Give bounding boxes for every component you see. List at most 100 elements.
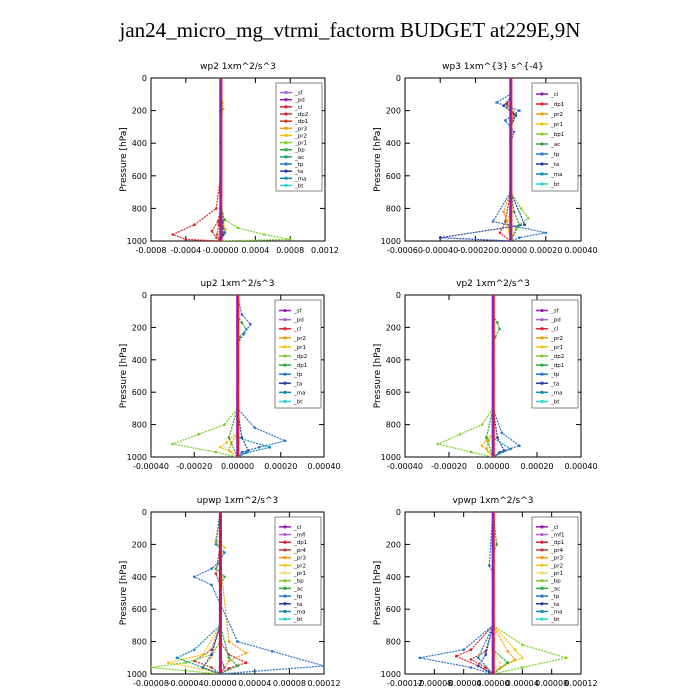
y-tick-label: 400	[132, 356, 147, 365]
legend-entry: _cl	[550, 327, 559, 333]
y-axis-label: Pressure [hPa]	[373, 561, 383, 626]
series-point	[523, 223, 526, 226]
legend-entry: _bp1	[550, 132, 564, 138]
series-point	[469, 666, 473, 669]
series-point	[240, 436, 244, 439]
legend-marker	[284, 155, 288, 159]
series-point	[480, 423, 484, 426]
series-line-dp1	[485, 295, 501, 457]
panel-title: wp2 1xm^2/s^3	[200, 62, 276, 72]
series-point	[498, 327, 501, 331]
series-point	[518, 109, 521, 112]
legend-entry: _pr1	[550, 571, 563, 577]
legend-entry: _mfl	[293, 533, 306, 539]
legend-marker	[283, 363, 287, 367]
panel-title: upwp 1xm^2/s^3	[197, 496, 278, 506]
legend-marker	[540, 563, 544, 567]
legend-marker	[284, 176, 288, 180]
legend-entry: _ac	[550, 142, 560, 148]
legend-entry: _cl	[550, 92, 559, 98]
series-point	[322, 664, 324, 668]
legend-entry: _ma	[294, 176, 306, 182]
series-line-dp2	[436, 295, 494, 457]
series-point	[223, 575, 226, 579]
series-point	[521, 656, 524, 660]
legend-entry: _pr1	[550, 122, 563, 128]
legend-entry: _tp	[550, 152, 560, 158]
legend-marker	[283, 532, 287, 537]
series-line-ma	[175, 512, 226, 674]
x-tick-label: -0.00004	[446, 679, 482, 688]
legend-marker	[540, 132, 544, 136]
y-tick-label: 1000	[127, 237, 147, 246]
series-line-dp2	[170, 295, 239, 457]
y-tick-label: 1000	[127, 670, 147, 679]
legend-marker	[283, 563, 287, 567]
legend-entry: _ac	[550, 586, 560, 592]
legend-marker	[540, 571, 544, 575]
legend-marker	[283, 571, 287, 575]
legend-entry: _pr2	[293, 563, 306, 569]
series-point	[504, 220, 507, 223]
x-tick-label: -0.00020	[431, 462, 467, 471]
chart-panel-3: up2 1xm^2/s^3 0 200 400 600 800 1000-0.00040 -0…	[119, 279, 341, 471]
legend-entry: _dp2	[550, 354, 564, 360]
x-tick-label: 0.00008	[535, 679, 568, 688]
series-point	[268, 446, 272, 449]
x-tick-label: 0.00004	[238, 679, 271, 688]
series-point	[184, 238, 188, 241]
legend-marker	[540, 336, 544, 340]
x-tick-label: 0.0008	[276, 246, 304, 255]
legend-entry: _tp	[294, 162, 304, 168]
x-tick-label: 0.00008	[273, 679, 306, 688]
series-point	[227, 659, 231, 663]
series-point	[184, 661, 187, 664]
legend-entry: _tp	[293, 594, 303, 600]
legend: _cl _dp1 _pr2 _pr1 _bp1 _ac _tp _ta _ma _bt	[531, 82, 579, 192]
y-axis-label: Pressure [hPa]	[119, 344, 129, 409]
legend-marker	[540, 594, 544, 598]
series-line-pr4	[469, 512, 494, 674]
series-point	[223, 231, 227, 235]
series-point	[215, 207, 218, 210]
y-axis-label: Pressure [hPa]	[373, 344, 383, 409]
legend-entry: _sf	[294, 91, 304, 97]
x-tick-label: -0.00008	[133, 679, 169, 688]
legend-entry: _pd	[293, 318, 304, 324]
legend-marker	[540, 327, 544, 331]
legend-entry: _bt	[293, 617, 303, 623]
series-point	[418, 656, 422, 660]
series-group	[418, 512, 568, 674]
series-point	[218, 446, 222, 449]
x-tick-label: 0.00040	[307, 462, 340, 471]
series-point	[215, 236, 218, 239]
series-point	[201, 653, 205, 656]
series-point	[480, 444, 484, 448]
series-point	[496, 436, 499, 439]
series-point	[227, 640, 231, 643]
y-tick-label: 400	[386, 139, 401, 148]
series-point	[498, 231, 502, 235]
x-tick-label: 0.00000	[204, 679, 237, 688]
legend-entry: _bp	[293, 579, 304, 585]
y-tick-label: 800	[386, 638, 401, 647]
legend-marker	[540, 390, 544, 394]
series-point	[214, 543, 218, 546]
series-point	[519, 207, 523, 210]
series-point	[240, 450, 244, 454]
y-axis-label: Pressure [hPa]	[119, 127, 129, 192]
legend-marker	[283, 318, 287, 322]
legend-marker	[540, 399, 544, 404]
series-point	[283, 439, 287, 443]
legend-entry: _mf1	[550, 533, 565, 539]
y-tick-label: 800	[132, 204, 147, 213]
series-point	[526, 216, 530, 220]
y-tick-label: 0	[396, 74, 401, 83]
legend-entry: _pr3	[293, 556, 307, 562]
legend-entry: _dp1	[294, 119, 308, 125]
legend-entry: _cl	[293, 327, 302, 333]
series-point	[257, 446, 261, 449]
x-tick-label: -0.00060	[387, 246, 423, 255]
